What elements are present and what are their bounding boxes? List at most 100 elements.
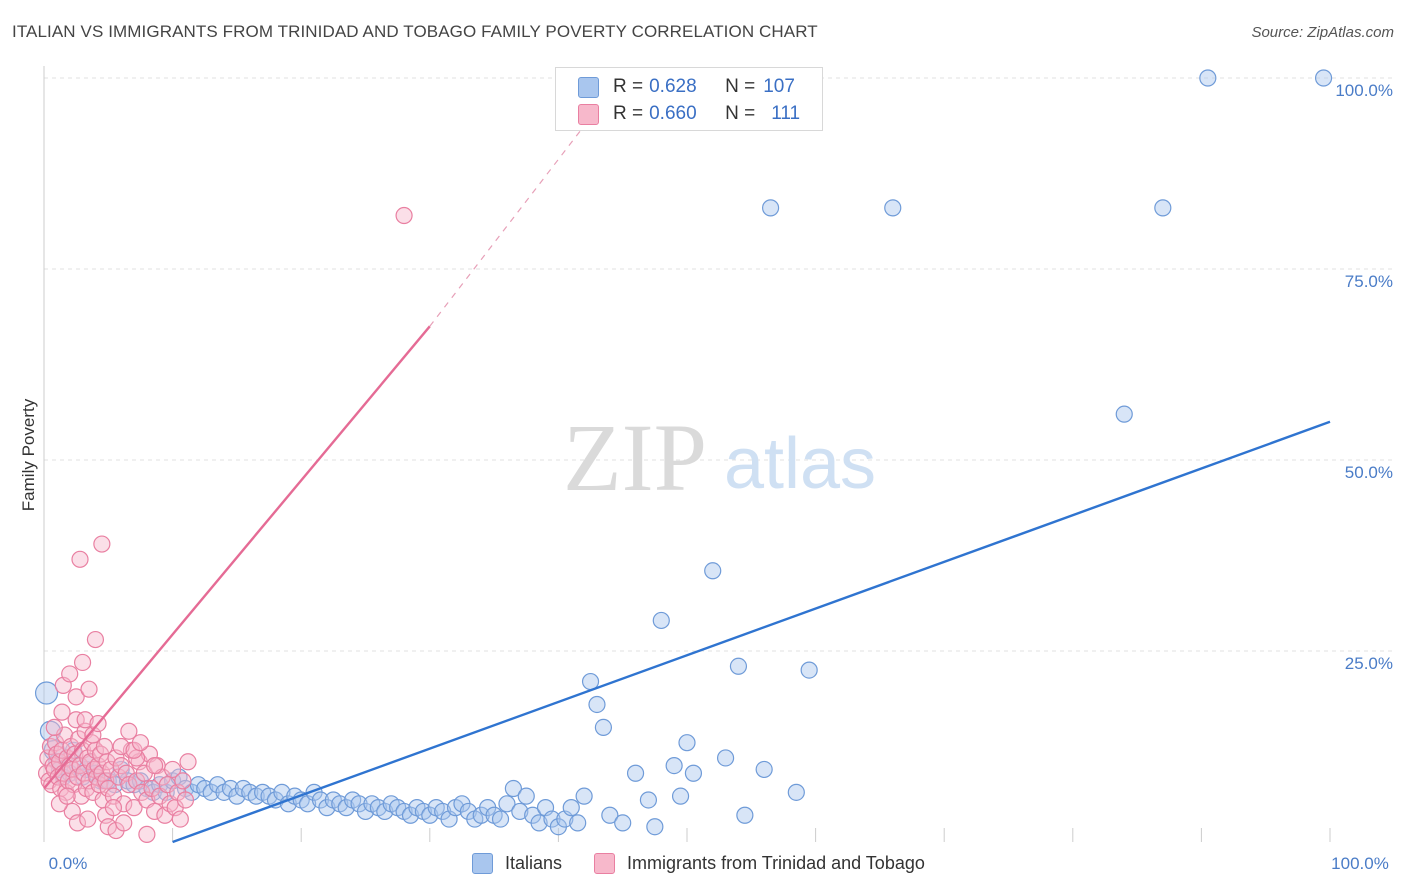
trinidad-point[interactable] (115, 795, 133, 813)
trinidad-trend-extension (429, 100, 604, 327)
italians-point[interactable] (1115, 405, 1133, 423)
trinidad-trend-line (43, 325, 431, 790)
trinidad-point[interactable] (67, 688, 85, 706)
italians-point[interactable] (884, 199, 902, 217)
trinidad-point[interactable] (115, 814, 133, 832)
trinidad-point[interactable] (80, 680, 98, 698)
trinidad-point[interactable] (61, 665, 79, 683)
italians-point[interactable] (736, 806, 754, 824)
y-tick-label: 75.0% (1345, 272, 1393, 291)
trinidad-point[interactable] (145, 756, 164, 775)
r-value: 0.628 (649, 76, 697, 97)
italians-point[interactable] (761, 199, 780, 217)
y-tick-label: 100.0% (1335, 81, 1393, 100)
italians-point[interactable] (671, 787, 690, 805)
trinidad-point[interactable] (73, 653, 92, 672)
italians-trend-line (172, 420, 1331, 844)
n-value: 107 (763, 76, 795, 97)
stats-legend: R = 0.628 N = 107 R = 0.660 N = 111 (555, 67, 823, 131)
watermark-zip: ZIP (563, 404, 707, 511)
stats-legend-row-trinidad: R = 0.660 N = 111 (578, 102, 800, 126)
italians-point[interactable] (614, 814, 632, 832)
trinidad-point[interactable] (93, 535, 111, 553)
legend-item-trinidad[interactable]: Immigrants from Trinidad and Tobago (594, 853, 925, 874)
italians-point[interactable] (704, 562, 722, 580)
legend-item-italians[interactable]: Italians (472, 853, 562, 874)
trinidad-point[interactable] (45, 718, 63, 737)
trinidad-point[interactable] (145, 802, 164, 821)
italians-point[interactable] (569, 814, 587, 832)
italians-point[interactable] (1154, 199, 1172, 217)
trinidad-point[interactable] (104, 799, 123, 817)
trinidad-point[interactable] (76, 711, 94, 729)
legend-label: Immigrants from Trinidad and Tobago (627, 853, 925, 873)
trinidad-point[interactable] (138, 825, 156, 843)
grid (43, 66, 1394, 842)
trinidad-point[interactable] (58, 787, 76, 805)
italians-point[interactable] (1199, 69, 1217, 87)
italians-point[interactable] (504, 779, 522, 798)
italians-point[interactable] (626, 764, 645, 782)
italians-swatch (578, 76, 599, 98)
n-label: N = (725, 103, 756, 124)
watermark-atlas: atlas (724, 424, 876, 504)
data-points (34, 69, 1333, 843)
series-legend: Italians Immigrants from Trinidad and To… (472, 853, 957, 874)
italians-point[interactable] (588, 695, 606, 714)
trinidad-point[interactable] (179, 753, 197, 771)
x-tick-label-max: 100.0% (1331, 854, 1389, 873)
italians-point[interactable] (652, 611, 670, 630)
italians-point[interactable] (1314, 69, 1333, 87)
y-axis-label: Family Poverty (19, 398, 38, 511)
italians-point[interactable] (594, 718, 613, 737)
italians-point[interactable] (665, 756, 683, 775)
italians-point[interactable] (678, 734, 696, 752)
trinidad-point[interactable] (120, 776, 138, 794)
trinidad-point[interactable] (395, 206, 413, 225)
y-tick-label: 25.0% (1345, 654, 1393, 673)
trinidad-point[interactable] (71, 550, 89, 568)
italians-point[interactable] (684, 764, 703, 782)
italians-point[interactable] (639, 791, 658, 809)
italians-point[interactable] (575, 787, 593, 805)
trinidad-point[interactable] (131, 734, 150, 752)
trinidad-swatch (578, 103, 599, 125)
trend-lines (43, 100, 1331, 844)
italians-point[interactable] (34, 681, 59, 705)
source-label: Source: ZipAtlas.com (1251, 24, 1394, 41)
trinidad-point[interactable] (68, 814, 87, 832)
trinidad-point[interactable] (171, 810, 189, 828)
italians-legend-swatch (472, 853, 493, 874)
italians-point[interactable] (787, 783, 805, 801)
italians-point[interactable] (646, 818, 664, 836)
trinidad-point[interactable] (79, 810, 97, 828)
trinidad-point[interactable] (176, 791, 195, 809)
italians-point[interactable] (498, 795, 516, 813)
trinidad-point[interactable] (164, 760, 182, 779)
italians-point[interactable] (800, 661, 818, 679)
trinidad-point[interactable] (112, 737, 130, 756)
trinidad-legend-swatch (594, 853, 616, 874)
n-label: N = (725, 76, 756, 97)
italians-point[interactable] (729, 657, 748, 675)
italians-point[interactable] (511, 802, 529, 821)
trinidad-point[interactable] (86, 630, 105, 649)
trinidad-point[interactable] (67, 711, 85, 729)
trinidad-point[interactable] (120, 722, 138, 740)
trinidad-point[interactable] (174, 772, 192, 790)
trinidad-point[interactable] (125, 799, 143, 817)
italians-point[interactable] (755, 760, 773, 779)
trinidad-point[interactable] (53, 703, 71, 721)
watermark: ZIP atlas (563, 404, 876, 511)
italians-point[interactable] (517, 787, 535, 805)
italians-point[interactable] (716, 749, 735, 767)
x-tick-label-min: 0.0% (49, 854, 88, 873)
italians-point[interactable] (491, 810, 510, 828)
y-tick-label: 50.0% (1345, 463, 1393, 482)
legend-label: Italians (505, 853, 563, 873)
italians-point[interactable] (530, 814, 548, 832)
italians-point[interactable] (601, 806, 619, 824)
n-value: 111 (771, 103, 801, 124)
italians-point[interactable] (562, 799, 580, 817)
